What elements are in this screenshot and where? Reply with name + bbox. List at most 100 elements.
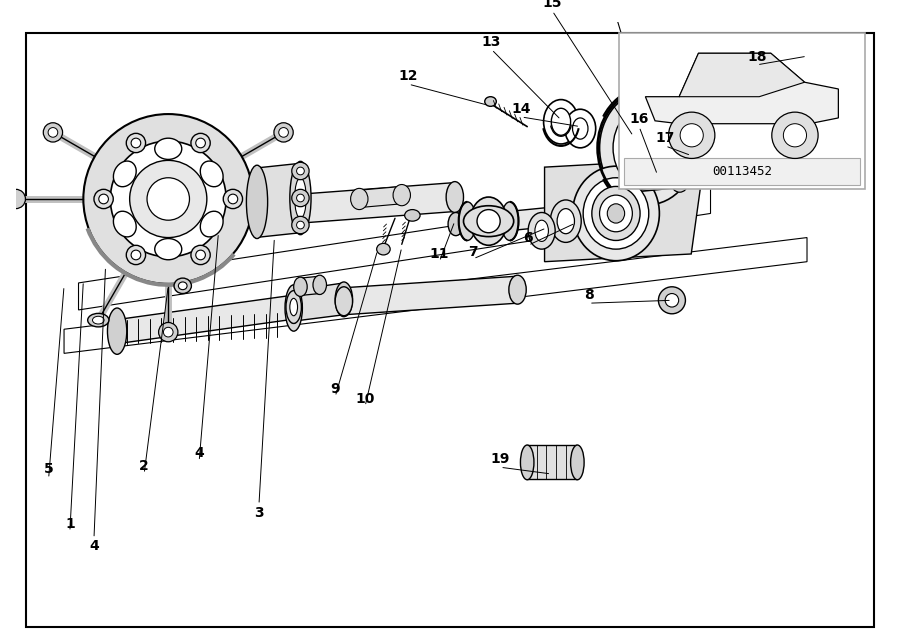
Circle shape	[297, 221, 304, 229]
Ellipse shape	[557, 209, 574, 234]
Ellipse shape	[572, 118, 588, 139]
Polygon shape	[64, 237, 807, 353]
Text: 15: 15	[543, 0, 562, 10]
Ellipse shape	[641, 139, 654, 156]
Text: 3: 3	[254, 505, 264, 519]
Ellipse shape	[471, 197, 507, 245]
Text: 7: 7	[468, 245, 478, 259]
Polygon shape	[645, 54, 839, 124]
Circle shape	[158, 322, 178, 342]
Text: 13: 13	[482, 34, 501, 48]
Circle shape	[6, 189, 25, 209]
Polygon shape	[609, 177, 696, 194]
Ellipse shape	[113, 161, 136, 187]
Text: 5: 5	[44, 462, 53, 476]
Polygon shape	[527, 445, 578, 478]
Circle shape	[672, 177, 688, 192]
Circle shape	[297, 167, 304, 175]
Ellipse shape	[459, 202, 476, 241]
Text: 4: 4	[89, 539, 99, 553]
Circle shape	[191, 246, 211, 265]
Circle shape	[111, 141, 226, 257]
Ellipse shape	[155, 138, 182, 160]
Ellipse shape	[558, 202, 573, 229]
Ellipse shape	[293, 277, 307, 297]
Circle shape	[43, 122, 63, 142]
Polygon shape	[691, 114, 720, 131]
Ellipse shape	[571, 445, 584, 480]
Text: 18: 18	[747, 50, 767, 64]
Ellipse shape	[565, 109, 596, 148]
Text: 10: 10	[356, 392, 374, 406]
Text: 11: 11	[429, 247, 449, 261]
Ellipse shape	[464, 205, 514, 237]
Polygon shape	[358, 186, 401, 207]
Polygon shape	[301, 182, 454, 223]
Ellipse shape	[405, 210, 420, 221]
Circle shape	[274, 122, 293, 142]
Ellipse shape	[335, 282, 353, 316]
Bar	[619, 33, 865, 189]
Ellipse shape	[501, 202, 518, 241]
Circle shape	[292, 216, 309, 234]
Ellipse shape	[634, 130, 662, 165]
Text: 6: 6	[523, 230, 533, 244]
Circle shape	[191, 133, 211, 152]
Text: 17: 17	[655, 131, 675, 145]
Text: 19: 19	[491, 452, 510, 466]
Ellipse shape	[286, 291, 302, 323]
Circle shape	[801, 50, 813, 62]
Ellipse shape	[288, 293, 300, 323]
Circle shape	[783, 124, 806, 147]
Polygon shape	[508, 205, 566, 231]
Text: 9: 9	[330, 382, 340, 396]
Circle shape	[196, 138, 205, 148]
Circle shape	[84, 114, 253, 284]
Ellipse shape	[583, 178, 649, 249]
Circle shape	[228, 194, 238, 204]
Circle shape	[196, 250, 205, 260]
Circle shape	[292, 162, 309, 180]
Ellipse shape	[292, 193, 309, 224]
Polygon shape	[455, 207, 508, 235]
Circle shape	[669, 112, 715, 158]
Ellipse shape	[178, 282, 187, 290]
Circle shape	[131, 250, 140, 260]
Circle shape	[164, 327, 173, 337]
Bar	[624, 158, 860, 186]
Polygon shape	[691, 160, 720, 178]
Ellipse shape	[608, 204, 625, 223]
Circle shape	[659, 286, 686, 314]
Circle shape	[126, 246, 146, 265]
Ellipse shape	[613, 105, 682, 190]
Circle shape	[130, 160, 207, 237]
Ellipse shape	[625, 119, 671, 177]
Ellipse shape	[290, 299, 298, 316]
Text: 16: 16	[629, 112, 649, 126]
Ellipse shape	[87, 313, 109, 327]
Ellipse shape	[393, 184, 410, 205]
Ellipse shape	[550, 200, 581, 242]
Ellipse shape	[294, 178, 306, 218]
Ellipse shape	[592, 186, 640, 241]
Ellipse shape	[155, 239, 182, 260]
Text: 14: 14	[512, 102, 531, 116]
Ellipse shape	[552, 108, 571, 135]
Text: 00113452: 00113452	[712, 165, 772, 179]
Circle shape	[131, 138, 140, 148]
Circle shape	[147, 178, 190, 220]
Text: 12: 12	[399, 70, 418, 84]
Text: 2: 2	[140, 459, 149, 473]
Ellipse shape	[93, 316, 104, 324]
Circle shape	[99, 194, 108, 204]
Ellipse shape	[665, 115, 718, 177]
Ellipse shape	[107, 308, 127, 354]
Ellipse shape	[535, 220, 548, 241]
Ellipse shape	[201, 211, 223, 237]
Ellipse shape	[485, 97, 496, 107]
Circle shape	[796, 45, 819, 68]
Polygon shape	[255, 163, 301, 237]
Text: 1: 1	[65, 517, 75, 531]
Text: 8: 8	[584, 288, 594, 302]
Ellipse shape	[520, 445, 534, 480]
